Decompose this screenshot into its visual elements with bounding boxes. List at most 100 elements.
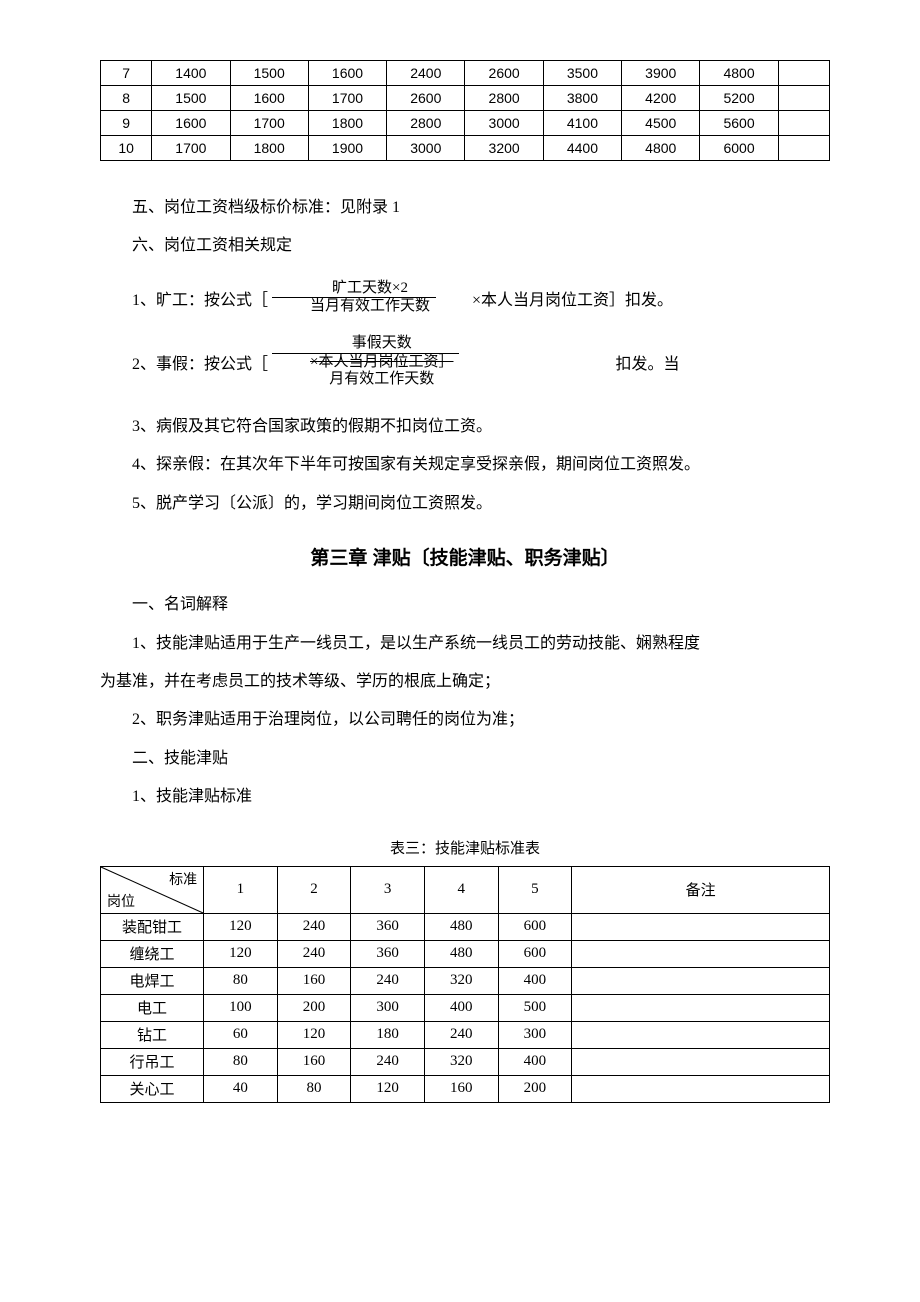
rule-2: 2、事假：按公式［ 事假天数 ×本人当月岗位工资］ 月有效工作天数 扣发。当	[100, 335, 830, 388]
table-cell	[572, 940, 830, 967]
table-cell: 8	[101, 86, 152, 111]
table-cell: 1600	[308, 61, 386, 86]
skill-table-body: 装配钳工120240360480600缠绕工120240360480600电焊工…	[101, 913, 830, 1102]
salary-table-body: 7140015001600240026003500390048008150016…	[101, 61, 830, 161]
table-cell	[572, 1075, 830, 1102]
rule2-denominator2: 月有效工作天数	[272, 371, 459, 388]
table-cell: 1800	[230, 136, 308, 161]
table-cell	[572, 1048, 830, 1075]
section-5: 五、岗位工资档级标价标准：见附录 1	[100, 189, 830, 227]
table-row: 行吊工80160240320400	[101, 1048, 830, 1075]
table-cell: 360	[351, 913, 425, 940]
table-cell: 钻工	[101, 1021, 204, 1048]
table-cell: 1500	[152, 86, 230, 111]
rule-1: 1、旷工：按公式［ 旷工天数×2 当月有效工作天数 ×本人当月岗位工资］扣发。	[100, 280, 830, 316]
table-cell: 80	[204, 967, 278, 994]
rule1-prefix: 1、旷工：按公式［	[100, 286, 268, 310]
rule2-numerator: 事假天数	[272, 335, 459, 353]
table-cell: 100	[204, 994, 278, 1021]
table-cell: 320	[424, 1048, 498, 1075]
table-cell	[778, 111, 829, 136]
rule-4: 4、探亲假：在其次年下半年可按国家有关规定享受探亲假，期间岗位工资照发。	[100, 446, 830, 484]
table-cell: 80	[277, 1075, 351, 1102]
section-b1: 1、技能津贴标准	[100, 778, 830, 816]
skill-col-1: 1	[204, 866, 278, 913]
table-cell: 320	[424, 967, 498, 994]
table-row: 电工100200300400500	[101, 994, 830, 1021]
table-row: 钻工60120180240300	[101, 1021, 830, 1048]
table-row: 916001700180028003000410045005600	[101, 111, 830, 136]
table-cell: 120	[204, 913, 278, 940]
table3-caption: 表三：技能津贴标准表	[100, 837, 830, 858]
table-cell: 9	[101, 111, 152, 136]
table-cell: 500	[498, 994, 572, 1021]
table-cell: 4800	[700, 61, 778, 86]
table-cell: 240	[277, 940, 351, 967]
section-a1-line1: 1、技能津贴适用于生产一线员工，是以生产系统一线员工的劳动技能、娴熟程度	[100, 625, 830, 663]
table-row: 电焊工80160240320400	[101, 967, 830, 994]
table-cell: 2600	[387, 86, 465, 111]
table-cell: 120	[351, 1075, 425, 1102]
table-cell: 3900	[622, 61, 700, 86]
table-cell: 300	[351, 994, 425, 1021]
table-cell: 200	[277, 994, 351, 1021]
table-cell: 160	[277, 967, 351, 994]
table-cell	[572, 967, 830, 994]
section-a2: 2、职务津贴适用于治理岗位，以公司聘任的岗位为准；	[100, 701, 830, 739]
section-a1-line2: 为基准，并在考虑员工的技术等级、学历的根底上确定；	[100, 663, 830, 701]
table-cell	[572, 1021, 830, 1048]
table-cell: 电工	[101, 994, 204, 1021]
table-row: 1017001800190030003200440048006000	[101, 136, 830, 161]
table-cell	[778, 86, 829, 111]
table-cell: 160	[424, 1075, 498, 1102]
skill-col-3: 3	[351, 866, 425, 913]
rule2-denominator: ×本人当月岗位工资］	[272, 354, 459, 371]
table-cell: 6000	[700, 136, 778, 161]
salary-grade-table: 7140015001600240026003500390048008150016…	[100, 60, 830, 161]
table-cell: 600	[498, 940, 572, 967]
rule1-denominator: 当月有效工作天数	[272, 298, 436, 315]
table-cell: 1700	[152, 136, 230, 161]
table-cell: 4800	[622, 136, 700, 161]
rule1-fraction: 旷工天数×2 当月有效工作天数	[272, 280, 436, 316]
table-cell	[572, 913, 830, 940]
table-cell: 1900	[308, 136, 386, 161]
table-cell: 3200	[465, 136, 543, 161]
table-cell: 1700	[230, 111, 308, 136]
rule2-suffix: 扣发。当	[583, 350, 679, 374]
table-cell: 5200	[700, 86, 778, 111]
chapter-3-heading: 第三章 津贴〔技能津贴、职务津贴〕	[100, 543, 830, 570]
table-cell: 400	[424, 994, 498, 1021]
table-cell: 60	[204, 1021, 278, 1048]
table-cell: 缠绕工	[101, 940, 204, 967]
table-cell: 3000	[387, 136, 465, 161]
diag-bot-label: 岗位	[107, 891, 135, 911]
rule-5: 5、脱产学习〔公派〕的，学习期间岗位工资照发。	[100, 485, 830, 523]
table-cell: 200	[498, 1075, 572, 1102]
table-cell: 240	[351, 1048, 425, 1075]
table-row: 缠绕工120240360480600	[101, 940, 830, 967]
table-cell: 40	[204, 1075, 278, 1102]
table-cell: 4200	[622, 86, 700, 111]
table-cell: 180	[351, 1021, 425, 1048]
section-b: 二、技能津贴	[100, 740, 830, 778]
table-cell: 2800	[387, 111, 465, 136]
table-cell: 4500	[622, 111, 700, 136]
table-cell: 3800	[543, 86, 621, 111]
table-cell: 480	[424, 913, 498, 940]
table-cell: 2400	[387, 61, 465, 86]
skill-table-header-row: 标准 岗位 1 2 3 4 5 备注	[101, 866, 830, 913]
skill-col-4: 4	[424, 866, 498, 913]
table-cell: 1400	[152, 61, 230, 86]
table-cell: 240	[277, 913, 351, 940]
skill-col-5: 5	[498, 866, 572, 913]
table-cell: 600	[498, 913, 572, 940]
table-cell: 360	[351, 940, 425, 967]
table-cell: 7	[101, 61, 152, 86]
table-cell: 80	[204, 1048, 278, 1075]
table-cell: 3000	[465, 111, 543, 136]
table-cell: 120	[204, 940, 278, 967]
table-cell: 120	[277, 1021, 351, 1048]
diag-top-label: 标准	[169, 869, 197, 889]
rule1-numerator: 旷工天数×2	[272, 280, 436, 298]
